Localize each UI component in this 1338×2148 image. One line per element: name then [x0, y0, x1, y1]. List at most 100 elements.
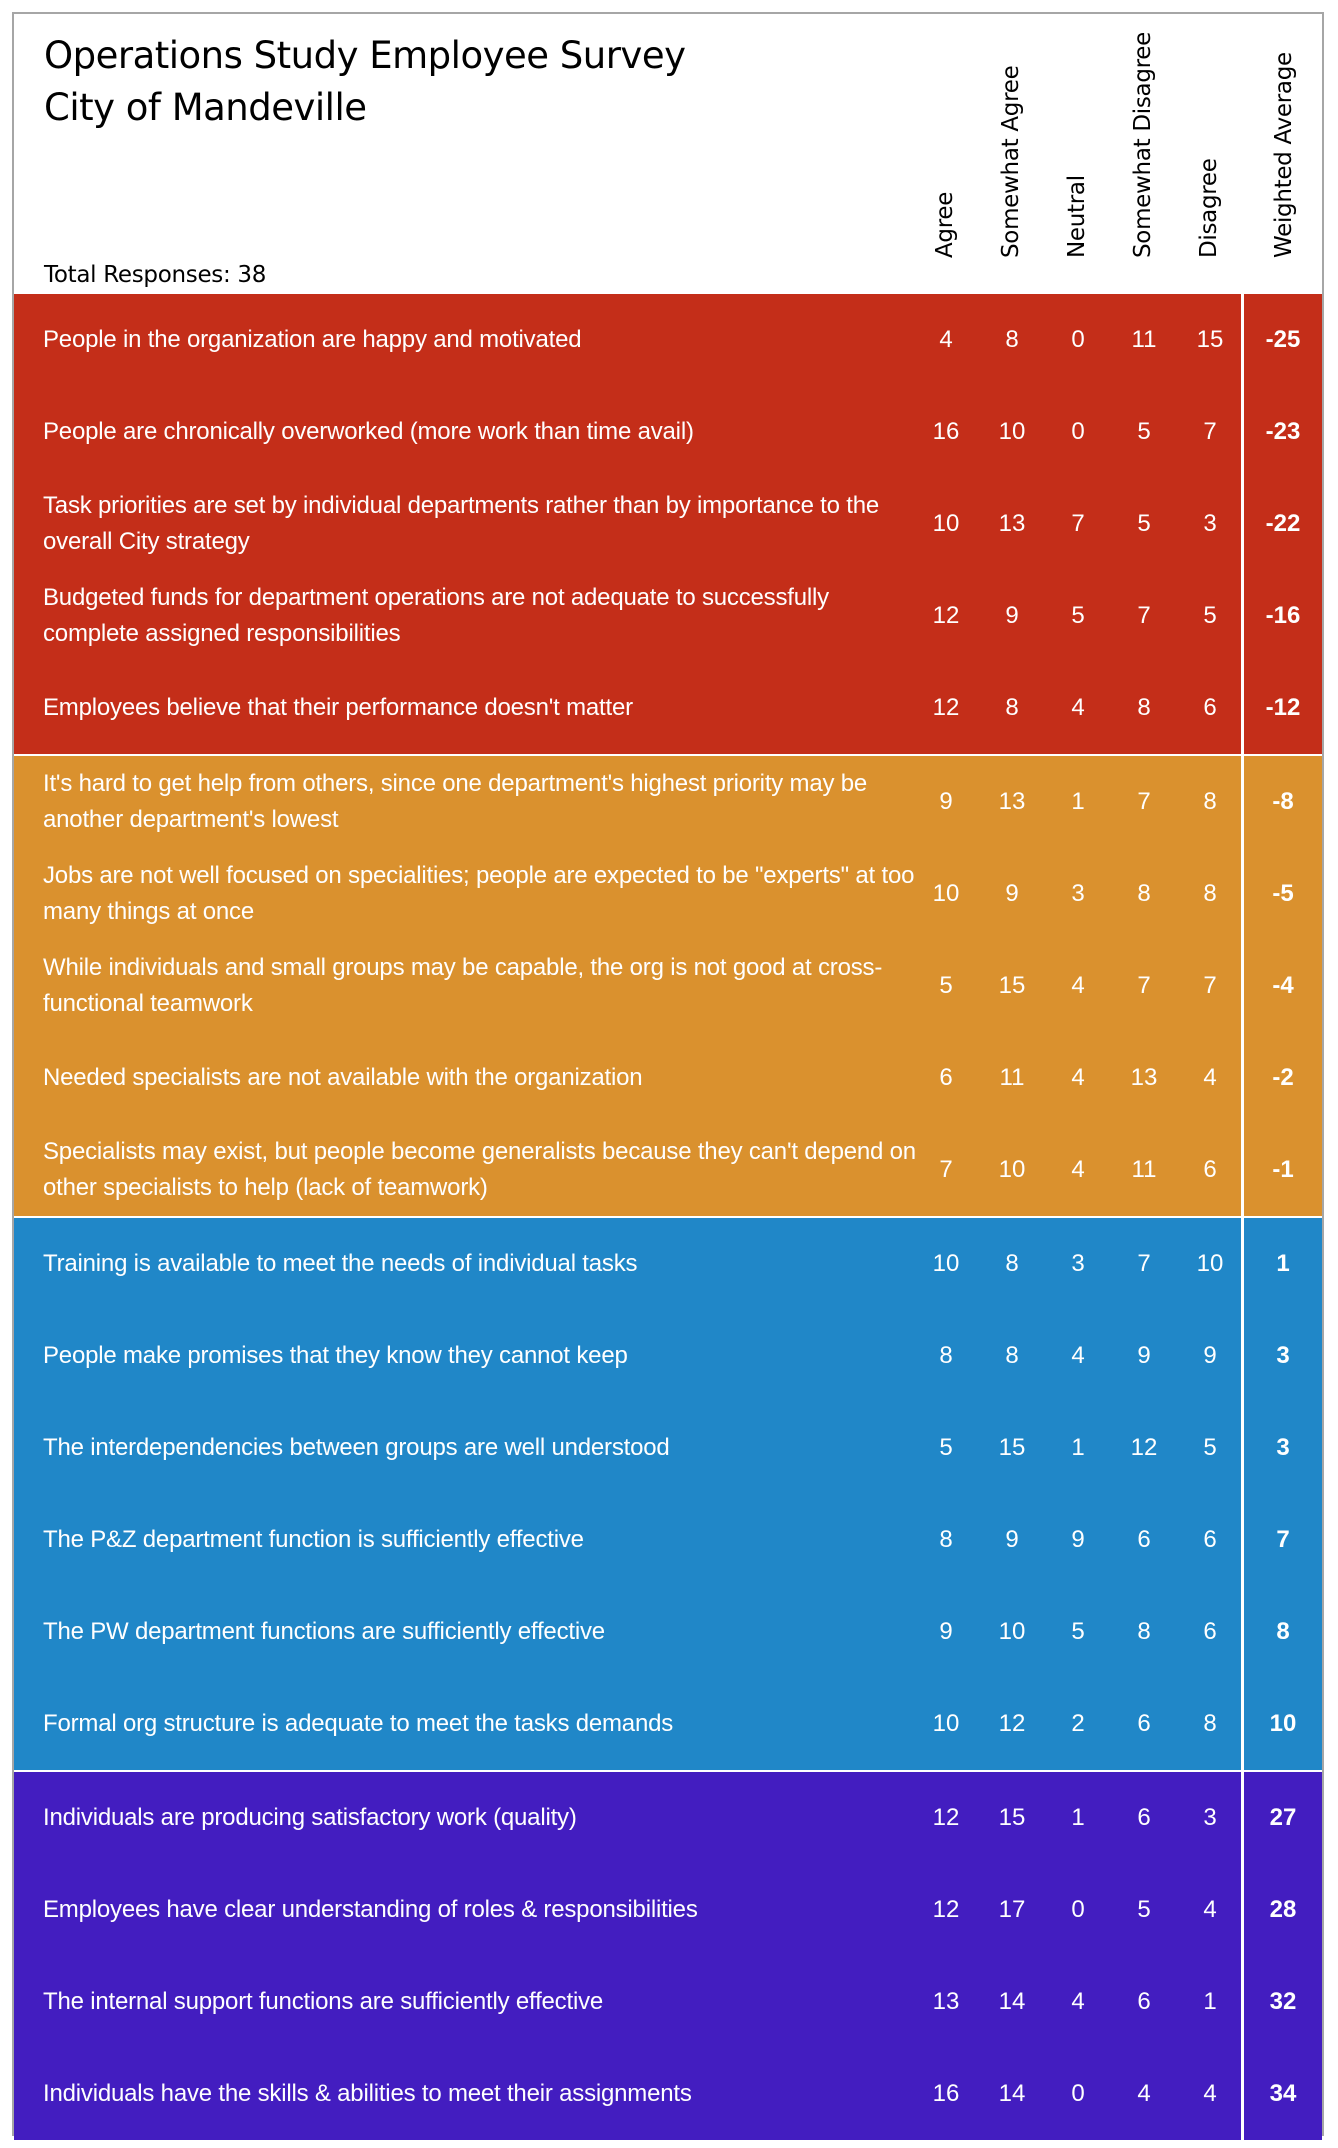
cell-somewhat-agree: 15 — [998, 1434, 1026, 1461]
cell-disagree: 10 — [1196, 1250, 1224, 1277]
cell-disagree: 4 — [1203, 1896, 1217, 1923]
cell-neutral: 3 — [1071, 1250, 1085, 1277]
cell-neutral: 3 — [1071, 880, 1085, 907]
cell-somewhat-disagree: 5 — [1137, 510, 1151, 537]
table-row: Individuals have the skills & abilities … — [14, 2048, 1322, 2140]
cell-neutral: 9 — [1071, 1526, 1085, 1553]
cell-weighted-average: -16 — [1265, 602, 1301, 629]
cell-agree: 16 — [932, 418, 960, 445]
cell-neutral: 4 — [1071, 694, 1085, 721]
cell-disagree: 8 — [1203, 1710, 1217, 1737]
table-row: The P&Z department function is sufficien… — [14, 1494, 1322, 1586]
question-text: The PW department functions are sufficie… — [43, 1618, 605, 1645]
table-row: Individuals are producing satisfactory w… — [14, 1772, 1322, 1864]
question-text: Employees have clear understanding of ro… — [43, 1896, 698, 1923]
question-text: Employees believe that their performance… — [43, 694, 633, 721]
cell-neutral: 4 — [1071, 1064, 1085, 1091]
table-row: While individuals and small groups may b… — [14, 940, 1322, 1032]
cell-somewhat-disagree: 8 — [1137, 880, 1151, 907]
cell-neutral: 4 — [1071, 1988, 1085, 2015]
cell-somewhat-disagree: 8 — [1137, 1618, 1151, 1645]
question-text: The P&Z department function is sufficien… — [43, 1526, 584, 1553]
question-text: Budgeted funds for department operations… — [43, 584, 829, 647]
question-text: The interdependencies between groups are… — [43, 1434, 670, 1461]
cell-agree: 5 — [939, 972, 953, 999]
cell-weighted-average: 28 — [1269, 1896, 1297, 1923]
section-red: People in the organization are happy and… — [14, 294, 1322, 754]
question-text: Jobs are not well focused on specialitie… — [43, 862, 915, 925]
cell-weighted-average: 3 — [1276, 1434, 1290, 1461]
question-text: People in the organization are happy and… — [43, 326, 582, 353]
cell-agree: 16 — [932, 2080, 960, 2107]
cell-somewhat-agree: 8 — [1005, 326, 1019, 353]
cell-weighted-average: 27 — [1269, 1804, 1297, 1831]
cell-weighted-average: 7 — [1276, 1526, 1290, 1553]
cell-somewhat-agree: 9 — [1005, 1526, 1019, 1553]
cell-somewhat-disagree: 4 — [1137, 2080, 1151, 2107]
cell-somewhat-disagree: 5 — [1137, 1896, 1151, 1923]
cell-somewhat-agree: 10 — [998, 418, 1026, 445]
question-text: Individuals are producing satisfactory w… — [43, 1804, 577, 1831]
section-blue: Training is available to meet the needs … — [14, 1216, 1322, 1770]
cell-neutral: 0 — [1071, 2080, 1085, 2107]
cell-somewhat-disagree: 7 — [1137, 788, 1151, 815]
table-row: Jobs are not well focused on specialitie… — [14, 848, 1322, 940]
cell-somewhat-disagree: 11 — [1131, 326, 1157, 353]
cell-somewhat-agree: 9 — [1005, 880, 1019, 907]
cell-neutral: 1 — [1071, 788, 1085, 815]
column-divider — [1241, 1772, 1244, 2140]
cell-agree: 8 — [939, 1526, 953, 1553]
cell-weighted-average: -12 — [1265, 694, 1301, 721]
cell-neutral: 1 — [1071, 1804, 1085, 1831]
survey-table: Operations Study Employee Survey City of… — [12, 12, 1324, 2140]
cell-neutral: 0 — [1071, 326, 1085, 353]
cell-agree: 4 — [939, 326, 953, 353]
cell-weighted-average: 8 — [1276, 1618, 1290, 1645]
cell-disagree: 4 — [1203, 1064, 1217, 1091]
column-divider — [1241, 1218, 1244, 1770]
cell-disagree: 6 — [1203, 1156, 1217, 1183]
table-header: Operations Study Employee Survey City of… — [14, 14, 1322, 294]
table-row: Training is available to meet the needs … — [14, 1218, 1322, 1310]
cell-somewhat-disagree: 13 — [1130, 1064, 1158, 1091]
cell-agree: 12 — [932, 1896, 960, 1923]
cell-disagree: 3 — [1203, 1804, 1217, 1831]
question-text: People make promises that they know they… — [43, 1342, 628, 1369]
table-body: People in the organization are happy and… — [14, 294, 1322, 2140]
cell-agree: 7 — [939, 1156, 953, 1183]
cell-somewhat-agree: 15 — [998, 972, 1026, 999]
question-text: People are chronically overworked (more … — [43, 418, 694, 445]
cell-weighted-average: -25 — [1265, 326, 1301, 353]
table-row: People in the organization are happy and… — [14, 294, 1322, 386]
cell-disagree: 4 — [1203, 2080, 1217, 2107]
cell-somewhat-agree: 14 — [998, 2080, 1026, 2107]
cell-somewhat-disagree: 8 — [1137, 694, 1151, 721]
cell-agree: 10 — [932, 510, 960, 537]
table-row: The internal support functions are suffi… — [14, 1956, 1322, 2048]
question-text: Task priorities are set by individual de… — [43, 492, 880, 555]
table-row: The interdependencies between groups are… — [14, 1402, 1322, 1494]
column-divider — [1241, 294, 1244, 754]
cell-somewhat-disagree: 6 — [1137, 1710, 1151, 1737]
page-subtitle: City of Mandeville — [44, 86, 367, 129]
cell-disagree: 7 — [1203, 418, 1217, 445]
cell-agree: 10 — [932, 880, 960, 907]
question-text: It's hard to get help from others, since… — [43, 770, 868, 833]
cell-somewhat-agree: 10 — [998, 1156, 1026, 1183]
cell-somewhat-disagree: 7 — [1137, 972, 1151, 999]
cell-somewhat-disagree: 5 — [1137, 418, 1151, 445]
cell-neutral: 5 — [1071, 1618, 1085, 1645]
column-header-weighted-average: Weighted Average — [1271, 52, 1297, 258]
column-header-disagree: Disagree — [1196, 158, 1222, 258]
table-row: The PW department functions are sufficie… — [14, 1586, 1322, 1678]
cell-agree: 12 — [932, 694, 960, 721]
column-header-agree: Agree — [932, 191, 958, 258]
column-header-neutral: Neutral — [1064, 175, 1090, 258]
column-header-somewhat-agree: Somewhat Agree — [998, 65, 1024, 258]
cell-weighted-average: -8 — [1272, 788, 1294, 815]
cell-somewhat-agree: 8 — [1005, 1250, 1019, 1277]
cell-disagree: 5 — [1203, 602, 1217, 629]
cell-disagree: 6 — [1203, 694, 1217, 721]
cell-neutral: 4 — [1071, 1156, 1085, 1183]
cell-disagree: 15 — [1196, 326, 1224, 353]
